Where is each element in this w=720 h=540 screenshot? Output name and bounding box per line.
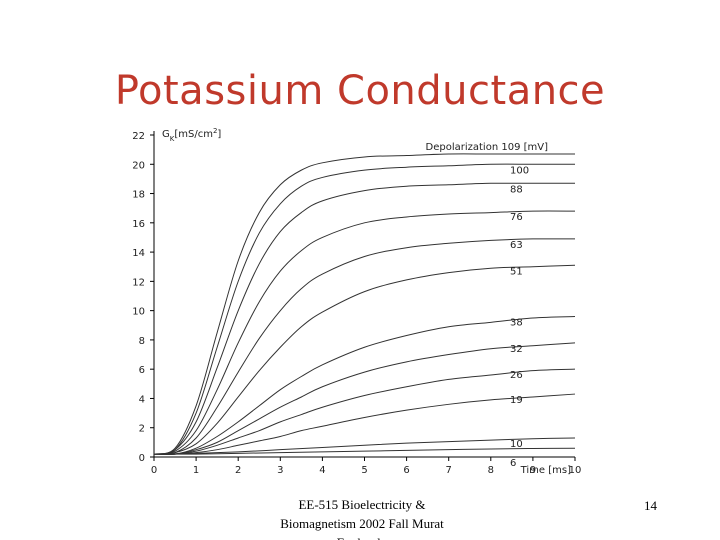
series-line-63 xyxy=(153,238,576,455)
y-tick-label: 2 xyxy=(139,424,145,435)
series-label-100: 100 xyxy=(510,165,529,176)
series-line-19 xyxy=(153,393,576,455)
y-tick-label: 4 xyxy=(139,394,145,405)
x-axis-label: Time [ms] xyxy=(520,465,572,476)
y-tick-label: 10 xyxy=(132,307,145,318)
x-tick-label: 6 xyxy=(403,465,409,476)
series-line-26 xyxy=(153,368,576,455)
slide-footer: EE-515 Bioelectricity & Biomagnetism 200… xyxy=(280,497,444,540)
series-line-32 xyxy=(153,342,576,455)
series-line-10 xyxy=(153,437,576,455)
page-number: 14 xyxy=(644,498,657,513)
y-tick-label: 14 xyxy=(132,248,145,259)
y-tick-label: 8 xyxy=(139,336,145,347)
series-label-63: 63 xyxy=(510,240,523,251)
y-axis-label: GK[mS/cm2] xyxy=(162,127,221,143)
x-tick-label: 1 xyxy=(193,465,199,476)
series-label-38: 38 xyxy=(510,317,523,328)
series-line-76 xyxy=(153,210,576,455)
series-label-51: 51 xyxy=(510,266,523,277)
x-tick-label: 3 xyxy=(277,465,283,476)
x-tick-label: 10 xyxy=(569,465,582,476)
chart-series-labels: 100 88 76 63 51 38 32 26 19 10 6 xyxy=(510,165,529,469)
y-tick-label: 12 xyxy=(132,277,145,288)
series-line-109 xyxy=(153,153,575,455)
y-tick-label: 18 xyxy=(132,190,145,201)
series-label-26: 26 xyxy=(510,370,523,381)
x-tick-label: 8 xyxy=(488,465,494,476)
series-label-10: 10 xyxy=(510,439,523,450)
y-tick-label: 6 xyxy=(139,365,145,376)
y-tick-label: 20 xyxy=(132,160,145,171)
series-label-76: 76 xyxy=(510,212,523,223)
y-tick-label: 22 xyxy=(132,131,145,142)
y-tick-label: 16 xyxy=(132,219,145,230)
slide-title: Potassium Conductance xyxy=(114,68,606,114)
series-line-88 xyxy=(153,182,575,455)
series-label-19: 19 xyxy=(510,395,523,406)
series-label-6: 6 xyxy=(510,458,516,469)
chart-curves xyxy=(153,153,576,456)
y-tick-label: 0 xyxy=(139,453,145,464)
x-tick-label: 2 xyxy=(235,465,241,476)
series-label-32: 32 xyxy=(510,344,523,355)
series-line-38 xyxy=(153,315,576,456)
series-line-100 xyxy=(153,163,575,455)
x-tick-label: 7 xyxy=(446,465,452,476)
series-line-6 xyxy=(153,447,576,455)
x-tick-label: 9 xyxy=(530,465,536,476)
x-tick-label: 5 xyxy=(361,465,367,476)
legend-header: Depolarization 109 [mV] xyxy=(426,142,549,153)
x-tick-label: 4 xyxy=(319,465,325,476)
series-line-51 xyxy=(153,264,576,455)
series-label-88: 88 xyxy=(510,184,523,195)
x-tick-label: 0 xyxy=(151,465,157,476)
